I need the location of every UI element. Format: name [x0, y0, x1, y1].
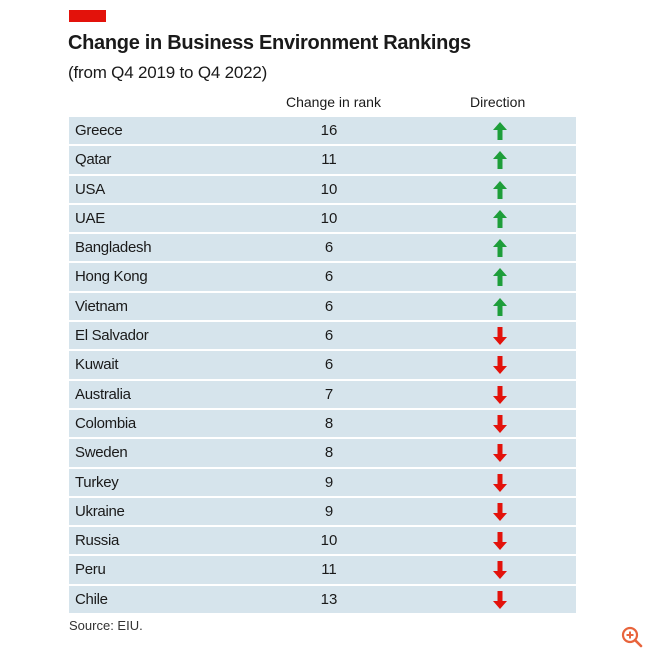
- arrow-up-icon: [493, 122, 507, 140]
- rank-change-value: 11: [321, 151, 337, 169]
- rank-change-value: 7: [324, 385, 334, 403]
- rank-change-value: 16: [320, 122, 338, 139]
- column-header-change-in-rank: Change in rank: [286, 94, 381, 110]
- rank-change-value: 11: [321, 561, 337, 579]
- table-row: Colombia 8: [69, 409, 576, 440]
- table-row: Peru 11: [69, 556, 576, 586]
- arrow-up-icon: [493, 239, 507, 258]
- chart-title: Change in Business Environment Rankings: [68, 32, 471, 54]
- arrow-down-icon: [493, 385, 507, 404]
- arrow-down-icon: [493, 414, 507, 433]
- table-row: Sweden 8: [69, 439, 576, 469]
- country-label: Colombia: [75, 414, 136, 432]
- arrow-down-icon: [493, 590, 507, 609]
- country-label: Sweden: [75, 444, 128, 462]
- source-note: Source: EIU.: [69, 618, 143, 633]
- country-label: Ukraine: [75, 502, 125, 520]
- brand-accent-bar: [69, 10, 106, 22]
- table-row: Kuwait 6: [69, 351, 576, 381]
- country-label: Hong Kong: [75, 268, 148, 286]
- rank-change-value: 10: [320, 180, 338, 198]
- rank-change-value: 8: [324, 414, 334, 432]
- table-row: USA 10: [69, 175, 576, 205]
- country-label: Qatar: [75, 151, 112, 169]
- arrow-down-icon: [493, 561, 507, 580]
- table-row: Russia 10: [69, 527, 576, 557]
- country-label: Chile: [75, 590, 108, 608]
- country-label: Russia: [75, 532, 120, 550]
- rank-change-value: 8: [324, 444, 334, 462]
- zoom-in-icon[interactable]: [620, 625, 644, 649]
- chart-subtitle: (from Q4 2019 to Q4 2022): [68, 63, 268, 82]
- arrow-down-icon: [493, 473, 507, 492]
- arrow-up-icon: [493, 151, 507, 170]
- rankings-table: Greece 16 Qatar 11 USA 10 UAE 10 Bangladesh 6 Hong…: [69, 117, 576, 616]
- table-row: UAE 10: [69, 204, 576, 235]
- country-label: USA: [75, 180, 105, 198]
- table-row: Chile 13: [69, 585, 576, 616]
- arrow-down-icon: [493, 532, 507, 551]
- rank-change-value: 6: [324, 239, 334, 257]
- rank-change-value: 9: [324, 502, 334, 520]
- country-label: El Salvador: [75, 327, 149, 345]
- arrow-down-icon: [493, 327, 507, 346]
- arrow-up-icon: [493, 180, 507, 199]
- arrow-down-icon: [493, 502, 507, 521]
- country-label: Bangladesh: [75, 239, 152, 257]
- country-label: UAE: [75, 209, 105, 227]
- country-label: Australia: [75, 385, 131, 403]
- rank-change-value: 6: [324, 356, 334, 374]
- country-label: Turkey: [75, 473, 119, 491]
- table-row: Turkey 9: [69, 468, 576, 498]
- country-label: Kuwait: [75, 356, 119, 374]
- country-label: Vietnam: [75, 297, 128, 315]
- arrow-down-icon: [493, 356, 507, 375]
- rank-change-value: 10: [320, 209, 338, 227]
- arrow-down-icon: [493, 444, 507, 463]
- table-row: Ukraine 9: [69, 497, 576, 528]
- rank-change-value: 9: [324, 473, 334, 491]
- table-row: Vietnam 6: [69, 292, 576, 323]
- table-row: Hong Kong 6: [69, 263, 576, 293]
- rank-change-value: 13: [320, 590, 338, 608]
- table-row: El Salvador 6: [69, 322, 576, 352]
- rank-change-value: 10: [320, 532, 338, 550]
- column-header-direction: Direction: [470, 94, 526, 110]
- table-row: Bangladesh 6: [69, 234, 576, 264]
- rank-change-value: 6: [324, 297, 334, 315]
- arrow-up-icon: [493, 297, 507, 316]
- rank-change-value: 6: [324, 268, 334, 286]
- country-label: Greece: [75, 122, 123, 139]
- table-row: Greece 16: [69, 117, 576, 147]
- rank-change-value: 6: [324, 327, 334, 345]
- country-label: Peru: [75, 561, 106, 579]
- arrow-up-icon: [493, 209, 507, 228]
- arrow-up-icon: [493, 268, 507, 287]
- table-row: Australia 7: [69, 380, 576, 410]
- table-row: Qatar 11: [69, 146, 576, 176]
